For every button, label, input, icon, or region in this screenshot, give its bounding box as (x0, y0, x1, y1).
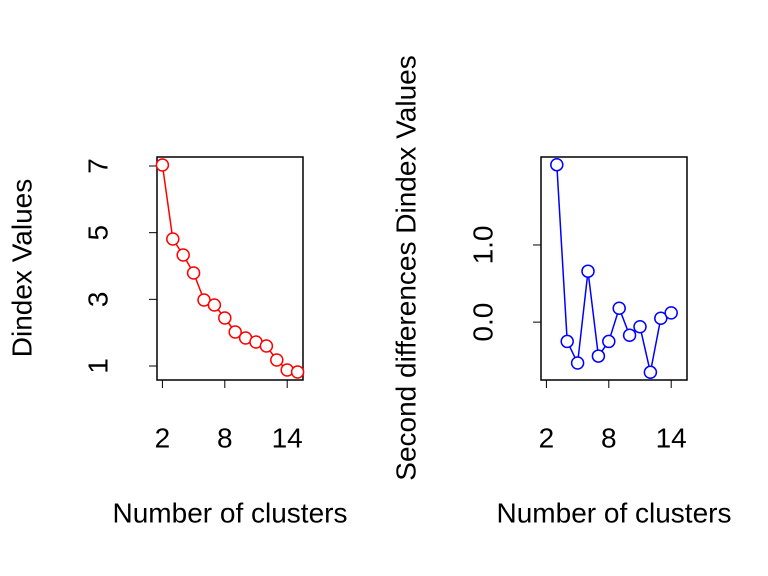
data-line (161, 164, 298, 373)
data-point (290, 365, 305, 379)
data-point (259, 339, 274, 353)
x-tick-label: 14 (656, 422, 687, 453)
data-point (612, 301, 626, 315)
x-tick-label: 8 (601, 422, 617, 453)
x-axis-label: Number of clusters (113, 497, 348, 528)
x-tick-label: 8 (217, 422, 233, 453)
plot-box (156, 156, 304, 381)
data-point (643, 365, 658, 380)
data-point (570, 356, 585, 370)
y-tick-label: 1 (82, 358, 113, 374)
x-tick-label: 2 (539, 422, 555, 453)
data-point (155, 158, 170, 172)
data-point (207, 298, 222, 312)
y-tick-label: 5 (82, 225, 113, 241)
data-point (622, 328, 637, 342)
y-tick-label: 3 (82, 292, 113, 308)
y-tick-label: 1.0 (467, 225, 498, 264)
data-point (560, 334, 574, 349)
data-point (591, 349, 606, 363)
y-tick-label: 0.0 (467, 303, 498, 342)
data-point (186, 266, 201, 280)
y-axis-label: Second differences Dindex Values (390, 55, 421, 480)
data-point (664, 306, 678, 320)
y-tick-label: 7 (82, 158, 113, 174)
plot-box (540, 156, 688, 381)
data-point (581, 264, 595, 278)
x-tick-label: 2 (155, 422, 171, 453)
data-point (550, 157, 564, 172)
data-point (176, 248, 190, 262)
x-tick-label: 14 (272, 422, 303, 453)
data-point (633, 320, 647, 334)
y-axis-label: Dindex Values (6, 179, 37, 357)
x-axis-label: Number of clusters (497, 497, 732, 528)
data-point (166, 232, 180, 246)
data-point (270, 353, 284, 367)
data-point (602, 334, 616, 349)
data-point (654, 311, 668, 326)
data-point (228, 325, 242, 339)
data-point (218, 311, 232, 325)
